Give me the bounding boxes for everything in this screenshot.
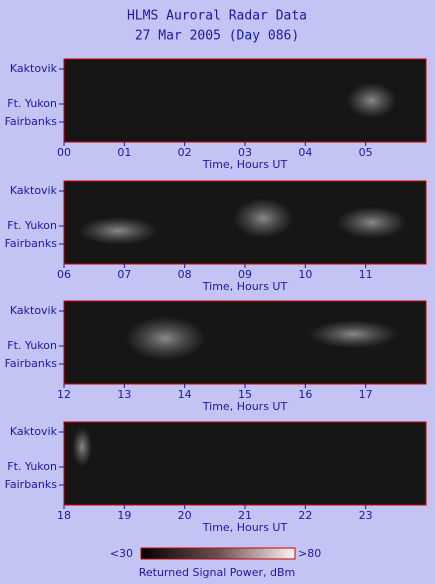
echo (125, 316, 206, 361)
echo (308, 320, 399, 349)
y-tick-label: Fairbanks (5, 357, 58, 370)
y-tick-label: Fairbanks (5, 115, 58, 128)
x-tick-label: 04 (298, 146, 312, 159)
y-tick-label: Ft. Yukon (7, 97, 57, 110)
echo (72, 426, 93, 467)
x-tick-label: 17 (359, 388, 373, 401)
panels: 00 01 02 03 04 05 Time, Hours UT Kaktovik Ft. Yu… (5, 58, 427, 534)
echo (233, 198, 294, 239)
x-tick-label: 11 (359, 268, 373, 281)
x-tick-label: 18 (57, 509, 71, 522)
y-tick-label: Kaktovik (10, 62, 58, 75)
radar-image (64, 422, 426, 505)
x-tick-label: 20 (178, 509, 192, 522)
x-tick-label: 03 (238, 146, 252, 159)
colorbar-min: <30 (110, 547, 133, 560)
y-tick-label: Kaktovik (10, 304, 58, 317)
x-axis-label: Time, Hours UT (202, 521, 288, 534)
y-tick-label: Kaktovik (10, 184, 58, 197)
title: HLMS Auroral Radar Data (127, 9, 307, 24)
x-axis-label: Time, Hours UT (202, 158, 288, 171)
x-tick-label: 19 (117, 509, 131, 522)
y-tick-label: Fairbanks (5, 237, 58, 250)
x-tick-label: 02 (178, 146, 192, 159)
colorbar-max: >80 (298, 547, 321, 560)
x-tick-label: 23 (359, 509, 373, 522)
x-tick-label: 22 (298, 509, 312, 522)
x-tick-label: 21 (238, 509, 252, 522)
colorbar (140, 547, 296, 560)
y-tick-label: Fairbanks (5, 478, 58, 491)
x-tick-label: 15 (238, 388, 252, 401)
x-tick-label: 09 (238, 268, 252, 281)
echo (336, 206, 407, 239)
x-axis-label: Time, Hours UT (202, 280, 288, 293)
x-tick-label: 05 (359, 146, 373, 159)
x-tick-label: 14 (178, 388, 192, 401)
x-tick-label: 10 (298, 268, 312, 281)
x-axis-label: Time, Hours UT (202, 400, 288, 413)
x-tick-label: 08 (178, 268, 192, 281)
x-tick-label: 00 (57, 146, 71, 159)
echo (78, 216, 159, 245)
x-tick-label: 12 (57, 388, 71, 401)
y-tick-label: Ft. Yukon (7, 460, 57, 473)
y-tick-label: Kaktovik (10, 425, 58, 438)
x-tick-label: 16 (298, 388, 312, 401)
subtitle: 27 Mar 2005 (Day 086) (135, 29, 299, 44)
x-tick-label: 06 (57, 268, 71, 281)
x-tick-label: 01 (117, 146, 131, 159)
x-tick-label: 13 (117, 388, 131, 401)
y-tick-label: Ft. Yukon (7, 339, 57, 352)
colorbar-label: Returned Signal Power, dBm (139, 566, 296, 579)
x-tick-label: 07 (117, 268, 131, 281)
echo (346, 82, 397, 119)
y-tick-label: Ft. Yukon (7, 219, 57, 232)
